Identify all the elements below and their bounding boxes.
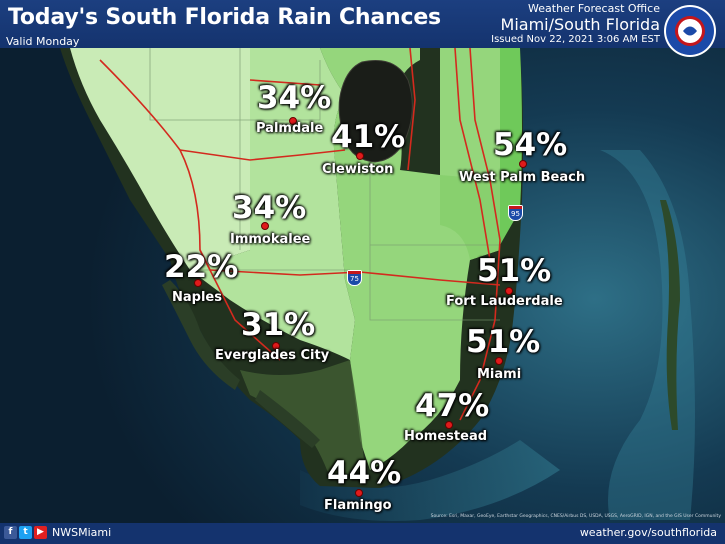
city-marker bbox=[355, 489, 363, 497]
city-marker bbox=[261, 222, 269, 230]
city-fort-lauderdale: Fort Lauderdale bbox=[446, 294, 563, 309]
coastline-islands bbox=[162, 280, 320, 448]
twitter-icon[interactable]: t bbox=[19, 526, 32, 539]
zone-lightest bbox=[70, 48, 250, 270]
website-link[interactable]: weather.gov/southflorida bbox=[579, 526, 717, 539]
map-credits: Source: Esri, Maxar, GeoEye, Earthstar G… bbox=[430, 514, 721, 519]
facebook-icon[interactable]: f bbox=[4, 526, 17, 539]
lake-okeechobee bbox=[338, 60, 413, 163]
zone-light bbox=[190, 48, 355, 360]
interstate-75-shield-icon: 75 bbox=[347, 270, 362, 286]
city-naples: Naples bbox=[172, 290, 222, 305]
city-marker bbox=[356, 152, 364, 160]
zone-south bbox=[240, 360, 365, 478]
chance-palmdale: 34% bbox=[257, 80, 332, 116]
city-marker bbox=[194, 279, 202, 287]
city-flamingo: Flamingo bbox=[324, 498, 392, 513]
city-west-palm-beach: West Palm Beach bbox=[459, 170, 586, 185]
county-lines bbox=[149, 48, 500, 321]
city-marker bbox=[519, 160, 527, 168]
issued-time: Issued Nov 22, 2021 3:06 AM EST bbox=[491, 34, 660, 45]
chance-clewiston: 41% bbox=[331, 119, 406, 155]
city-immokalee: Immokalee bbox=[230, 232, 311, 247]
bahamas-island bbox=[660, 200, 680, 430]
office-line1: Weather Forecast Office bbox=[528, 2, 660, 15]
city-miami: Miami bbox=[477, 367, 522, 382]
city-homestead: Homestead bbox=[404, 429, 488, 444]
chance-flamingo: 44% bbox=[327, 455, 402, 491]
city-marker bbox=[495, 357, 503, 365]
chance-immokalee: 34% bbox=[232, 190, 307, 226]
footer-bar: f t ▶ NWSMiami weather.gov/southflorida bbox=[0, 523, 725, 544]
interstate-95-shield-icon: 95 bbox=[508, 205, 523, 221]
chance-everglades-city: 31% bbox=[241, 307, 316, 343]
city-everglades-city: Everglades City bbox=[215, 348, 330, 363]
header-bar: Today's South Florida Rain Chances Valid… bbox=[0, 0, 725, 57]
city-marker bbox=[289, 117, 297, 125]
valid-day: Valid Monday bbox=[6, 35, 80, 48]
city-palmdale: Palmdale bbox=[256, 121, 324, 136]
office-line2: Miami/South Florida bbox=[500, 15, 660, 34]
social-icons: f t ▶ bbox=[4, 526, 47, 539]
zone-east bbox=[440, 48, 522, 245]
zone-east-south bbox=[440, 175, 500, 260]
office-block: Weather Forecast Office Miami/South Flor… bbox=[491, 2, 660, 45]
city-marker bbox=[445, 421, 453, 429]
chance-west-palm-beach: 54% bbox=[493, 127, 568, 163]
social-handle[interactable]: NWSMiami bbox=[52, 526, 112, 539]
chance-naples: 22% bbox=[164, 249, 239, 285]
graphic-title: Today's South Florida Rain Chances bbox=[8, 5, 441, 30]
chance-miami: 51% bbox=[466, 324, 541, 360]
chance-homestead: 47% bbox=[415, 388, 490, 424]
youtube-icon[interactable]: ▶ bbox=[34, 526, 47, 539]
city-clewiston: Clewiston bbox=[322, 162, 394, 177]
city-marker bbox=[272, 342, 280, 350]
city-marker bbox=[505, 287, 513, 295]
nws-logo-icon bbox=[664, 5, 716, 57]
florida-bay bbox=[300, 440, 560, 521]
chance-fort-lauderdale: 51% bbox=[477, 253, 552, 289]
